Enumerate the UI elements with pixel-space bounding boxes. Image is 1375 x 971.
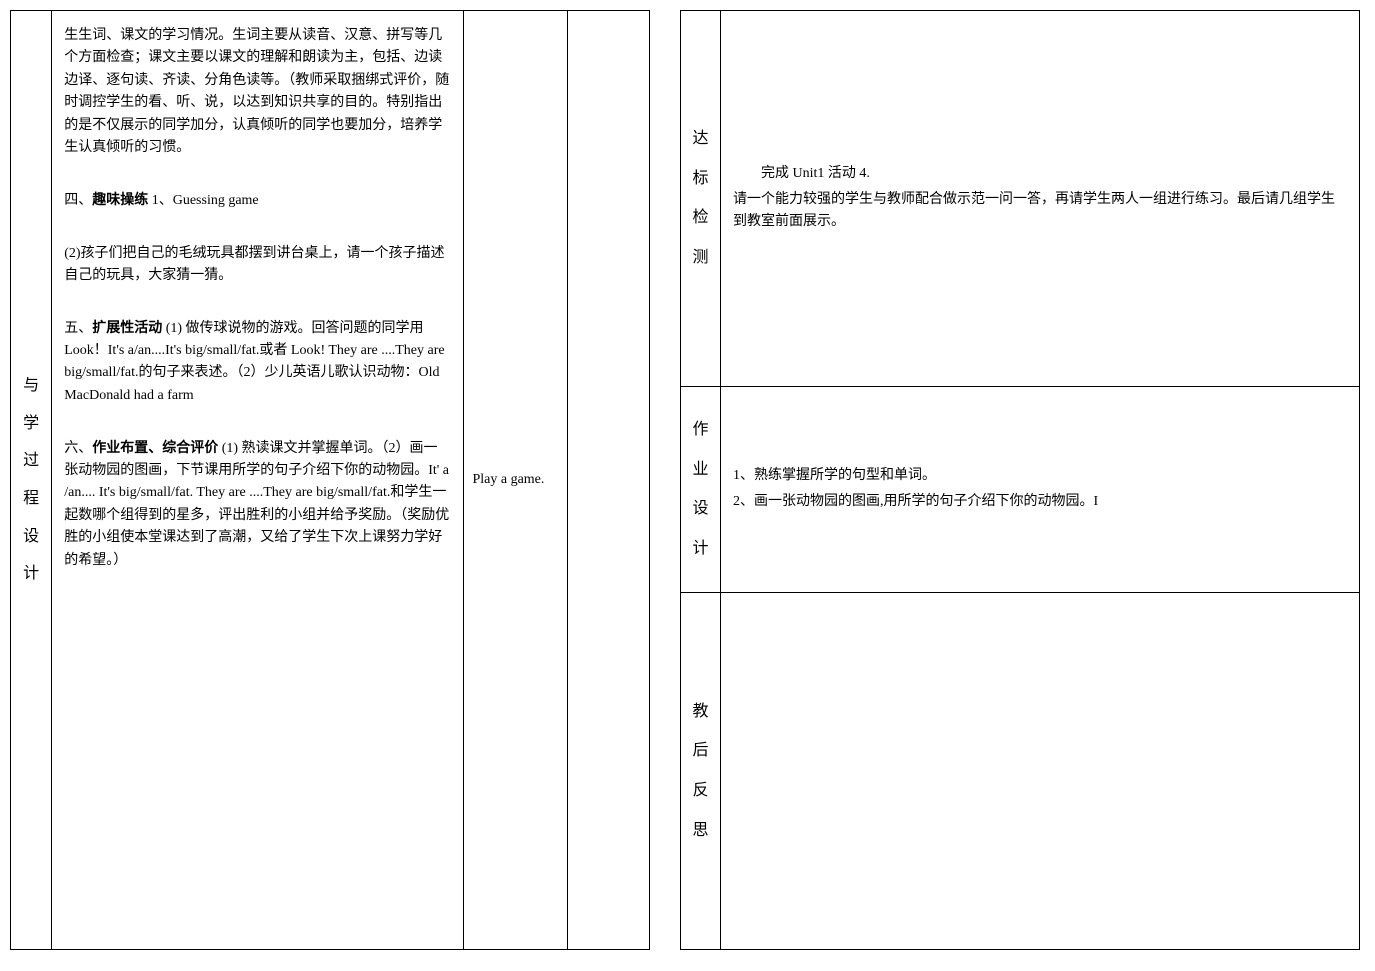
left-table: 与 学 过 程 设 计 生生词、课文的学习情况。生词主要从读音、汉意、拼写等几个… [10,10,650,950]
label-char: 过 [15,448,47,474]
right-content-cell-2: 1、熟练掌握所学的句型和单词。 2、画一张动物园的图画,用所学的句子介绍下你的动… [721,386,1360,593]
right-label-cell-2: 作 业 设 计 [681,386,721,593]
label-char: 与 [15,373,47,399]
text-prefix: 四、 [64,193,92,208]
label-char: 业 [685,457,716,483]
label-char: 测 [685,245,716,271]
right-table-wrapper: 达 标 检 测 完成 Unit1 活动 4. 请一个能力较强的学生与教师配合做示… [680,10,1360,950]
text-bold: 扩展性活动 [92,321,162,336]
text-bold: 作业布置、综合评价 [92,441,218,456]
label-char: 计 [685,536,716,562]
label-char: 计 [15,561,47,587]
content-paragraph: 2、画一张动物园的图画,用所学的句子介绍下你的动物园。I [733,491,1347,513]
label-char: 思 [685,818,716,844]
label-char: 设 [15,524,47,550]
label-char: 达 [685,126,716,152]
left-label-cell: 与 学 过 程 设 计 [11,11,52,950]
content-paragraph: 请一个能力较强的学生与教师配合做示范一问一答，再请学生两人一组进行练习。最后请几… [733,189,1347,234]
right-table: 达 标 检 测 完成 Unit1 活动 4. 请一个能力较强的学生与教师配合做示… [680,10,1360,950]
right-content-cell-1: 完成 Unit1 活动 4. 请一个能力较强的学生与教师配合做示范一问一答，再请… [721,11,1360,387]
text-prefix: 五、 [64,321,92,336]
label-char: 作 [685,417,716,443]
content-paragraph: 六、作业布置、综合评价 (1) 熟读课文并掌握单词。（2）画一张动物园的图画，下… [64,438,451,572]
col3-text: Play a game. [472,472,544,487]
content-paragraph: 1、熟练掌握所学的句型和单词。 [733,465,1347,487]
text-rest: (1) 熟读课文并掌握单词。（2）画一张动物园的图画，下节课用所学的句子介绍下你… [64,441,449,568]
left-content-cell: 生生词、课文的学习情况。生词主要从读音、汉意、拼写等几个方面检查；课文主要以课文… [52,11,464,950]
label-char: 反 [685,778,716,804]
right-content-cell-3 [721,593,1360,950]
label-char: 教 [685,699,716,725]
left-col3-cell: Play a game. [464,11,567,950]
label-char: 后 [685,738,716,764]
text-bold: 趣味操练 [92,193,148,208]
label-char: 程 [15,486,47,512]
content-paragraph: (2)孩子们把自己的毛绒玩具都摆到讲台桌上，请一个孩子描述自己的玩具，大家猜一猜… [64,243,451,288]
right-label-cell-1: 达 标 检 测 [681,11,721,387]
label-char: 设 [685,496,716,522]
text-prefix: 六、 [64,441,92,456]
label-char: 标 [685,166,716,192]
label-char: 检 [685,205,716,231]
content-paragraph: 完成 Unit1 活动 4. [733,163,1347,185]
content-paragraph: 五、扩展性活动 (1) 做传球说物的游戏。回答问题的同学用 Look！It's … [64,318,451,408]
content-paragraph: 四、趣味操练 1、Guessing game [64,190,451,212]
left-table-wrapper: 与 学 过 程 设 计 生生词、课文的学习情况。生词主要从读音、汉意、拼写等几个… [10,10,650,950]
text-rest: 1、Guessing game [148,193,258,208]
label-char: 学 [15,411,47,437]
right-label-cell-3: 教 后 反 思 [681,593,721,950]
left-col4-cell [567,11,649,950]
content-paragraph: 生生词、课文的学习情况。生词主要从读音、汉意、拼写等几个方面检查；课文主要以课文… [64,25,451,159]
